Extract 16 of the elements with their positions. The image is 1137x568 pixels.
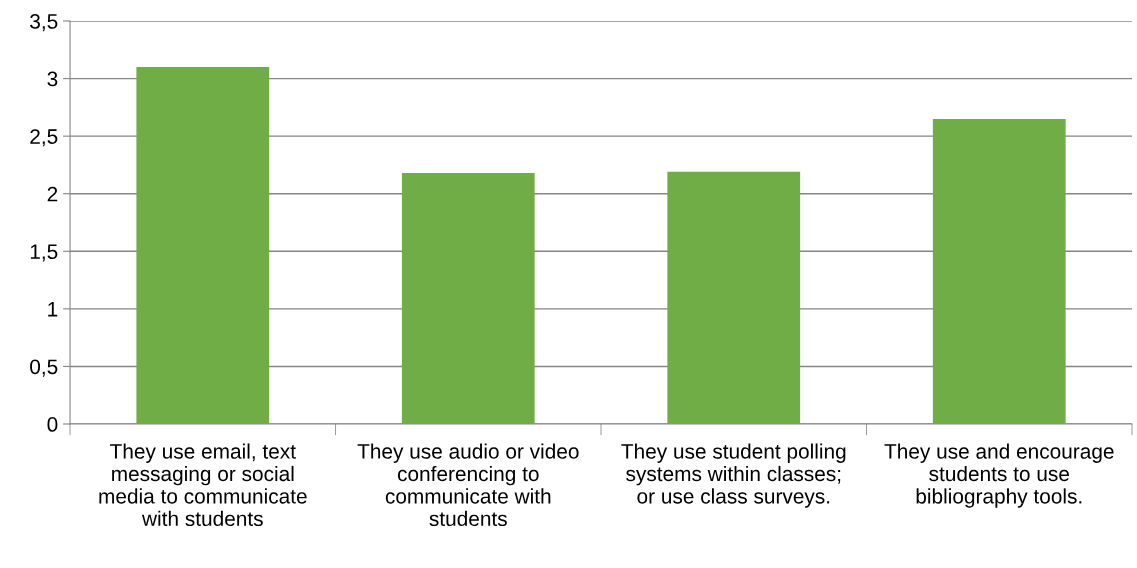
- y-tick-label: 1,5: [30, 244, 58, 262]
- bar: [401, 173, 535, 425]
- y-tick-label: 1: [48, 302, 58, 317]
- bar: [136, 67, 270, 425]
- y-tick-label: 2: [47, 186, 58, 202]
- y-tick-label: 3,5: [30, 14, 58, 32]
- y-tick-label: 0: [47, 417, 58, 432]
- x-tick-label: They use and encourage students to use bibliography tools.: [884, 443, 1114, 508]
- y-tick-label: 0,5: [30, 359, 58, 377]
- y-tick-label: 3: [47, 71, 58, 87]
- x-tick-label: They use email, text messaging or social media to communicate with students: [99, 443, 307, 527]
- y-tick-label: 2,5: [30, 129, 58, 147]
- bar: [667, 171, 801, 425]
- x-tick-label: They use audio or video conferencing to communicate with students: [357, 443, 579, 527]
- bar: [932, 118, 1066, 425]
- x-tick-label: They use student polling systems within classes; or use class surveys.: [621, 443, 846, 508]
